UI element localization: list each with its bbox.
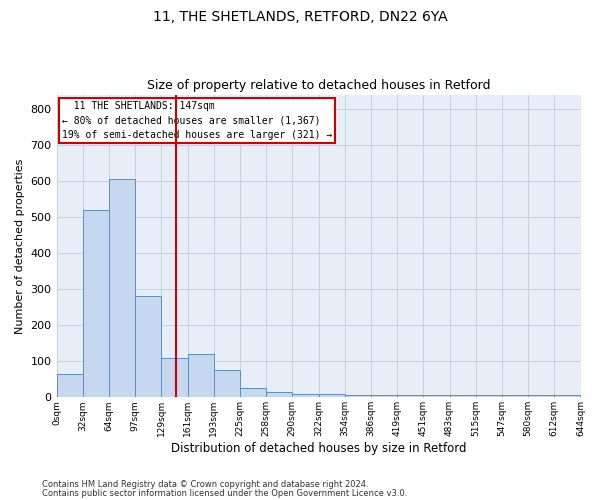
Bar: [214, 370, 240, 398]
Bar: [266, 392, 292, 398]
Bar: [449, 396, 476, 398]
Bar: [161, 358, 188, 398]
Bar: [476, 396, 502, 398]
Bar: [424, 396, 449, 398]
Bar: [319, 394, 345, 398]
Title: Size of property relative to detached houses in Retford: Size of property relative to detached ho…: [147, 79, 490, 92]
X-axis label: Distribution of detached houses by size in Retford: Distribution of detached houses by size …: [171, 442, 466, 455]
Bar: [292, 394, 319, 398]
Bar: [371, 395, 397, 398]
Y-axis label: Number of detached properties: Number of detached properties: [15, 158, 25, 334]
Bar: [554, 396, 580, 398]
Bar: [109, 179, 135, 398]
Bar: [135, 296, 161, 398]
Bar: [345, 395, 371, 398]
Bar: [397, 396, 424, 398]
Bar: [528, 396, 554, 398]
Bar: [188, 354, 214, 398]
Bar: [83, 210, 109, 398]
Text: 11, THE SHETLANDS, RETFORD, DN22 6YA: 11, THE SHETLANDS, RETFORD, DN22 6YA: [152, 10, 448, 24]
Bar: [502, 396, 528, 398]
Bar: [56, 374, 83, 398]
Text: 11 THE SHETLANDS: 147sqm
← 80% of detached houses are smaller (1,367)
19% of sem: 11 THE SHETLANDS: 147sqm ← 80% of detach…: [62, 100, 332, 140]
Text: Contains public sector information licensed under the Open Government Licence v3: Contains public sector information licen…: [42, 488, 407, 498]
Bar: [240, 388, 266, 398]
Text: Contains HM Land Registry data © Crown copyright and database right 2024.: Contains HM Land Registry data © Crown c…: [42, 480, 368, 489]
